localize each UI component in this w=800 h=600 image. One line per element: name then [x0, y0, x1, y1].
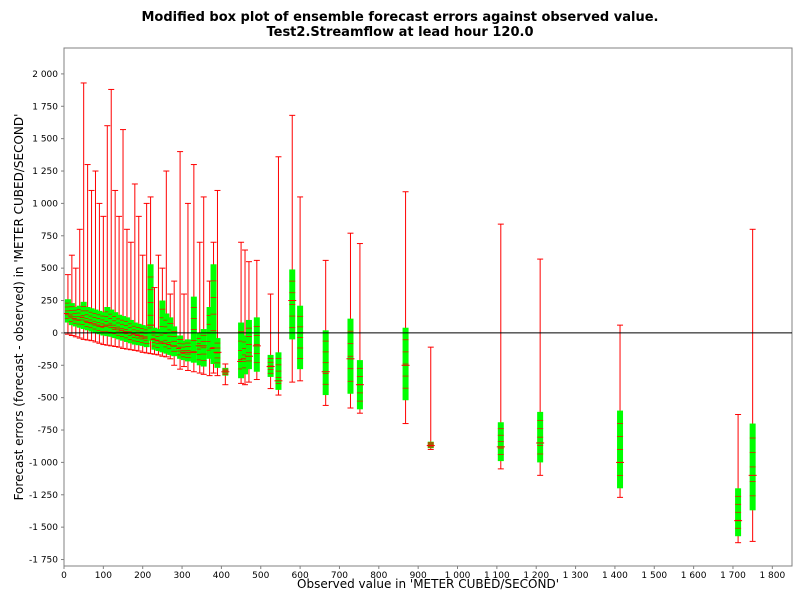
x-axis-label: Observed value in 'METER CUBED/SECOND' [297, 577, 559, 591]
y-tick-label: 500 [41, 264, 58, 274]
box-item [183, 202, 192, 371]
box-item [221, 363, 230, 386]
plot-area [63, 47, 793, 567]
box-item [496, 223, 505, 470]
box-item [252, 259, 261, 381]
x-tick-label: 700 [331, 571, 348, 581]
box-item [170, 280, 179, 366]
box-item [199, 196, 208, 375]
box-item [401, 191, 410, 425]
chart-title: Modified box plot of ensemble forecast e… [142, 10, 659, 25]
x-tick-label: 400 [213, 571, 230, 581]
box-item [158, 267, 167, 357]
y-tick-label: -500 [38, 394, 59, 404]
box-item [241, 249, 250, 386]
y-tick-label: 1 250 [32, 167, 58, 177]
chart-subtitle: Test2.Streamflow at lead hour 120.0 [266, 25, 533, 40]
box-item [244, 261, 253, 383]
box-item [266, 293, 275, 390]
x-tick-label: 1 300 [563, 571, 589, 581]
y-tick-label: 1 500 [32, 135, 58, 145]
box-item [355, 243, 364, 414]
x-tick-label: 0 [61, 571, 67, 581]
y-tick-label: -250 [38, 361, 59, 371]
x-tick-label: 800 [370, 571, 387, 581]
y-axis: -1 750 -1 500 -1 250 -1 000 -750 -500 -250 0 250… [29, 70, 64, 566]
box-item [748, 228, 757, 542]
box-item [426, 346, 435, 450]
y-tick-label: 2 000 [32, 70, 58, 80]
y-tick-label: -1 250 [29, 491, 58, 501]
box-item [162, 170, 171, 358]
x-tick-label: 600 [292, 571, 309, 581]
x-tick-label: 1 000 [445, 571, 471, 581]
x-axis: 0 100 200 300 400 500 600 700 800 900 1 000 1 100 1 … [61, 566, 785, 581]
x-tick-label: 1 600 [681, 571, 707, 581]
box-item [83, 164, 92, 341]
box-item [288, 114, 297, 383]
box-item [79, 82, 88, 340]
x-tick-label: 200 [134, 571, 151, 581]
box-item [130, 183, 139, 351]
box-item [213, 189, 222, 377]
x-tick-label: 500 [252, 571, 269, 581]
y-tick-label: -1 500 [29, 523, 58, 533]
y-tick-label: -1 000 [29, 458, 58, 468]
box-item [274, 156, 283, 396]
x-tick-label: 900 [410, 571, 427, 581]
box-item [115, 215, 124, 348]
y-tick-label: 250 [41, 297, 58, 307]
x-tick-label: 1 800 [759, 571, 785, 581]
y-axis-label: Forecast errors (forecast - observed) in… [12, 114, 26, 501]
y-tick-label: 750 [41, 232, 58, 242]
x-tick-label: 1 500 [641, 571, 667, 581]
boxes-layer [63, 82, 757, 544]
box-item [154, 254, 163, 356]
box-item [536, 258, 545, 476]
x-tick-label: 300 [173, 571, 190, 581]
box-item [189, 164, 198, 373]
y-tick-label: 1 750 [32, 102, 58, 112]
x-tick-label: 100 [95, 571, 112, 581]
x-tick-label: 1 400 [602, 571, 628, 581]
y-tick-label: -750 [38, 426, 59, 436]
box-item [616, 324, 625, 498]
box-item [146, 196, 155, 355]
y-tick-label: 0 [52, 329, 58, 339]
box-item [346, 232, 355, 409]
y-tick-label: -1 750 [29, 556, 58, 566]
box-item [734, 413, 743, 544]
x-tick-label: 1 700 [720, 571, 746, 581]
y-tick-label: 1 000 [32, 199, 58, 209]
x-tick-label: 1 200 [523, 571, 549, 581]
box-item [75, 228, 84, 339]
x-tick-label: 1 100 [484, 571, 510, 581]
